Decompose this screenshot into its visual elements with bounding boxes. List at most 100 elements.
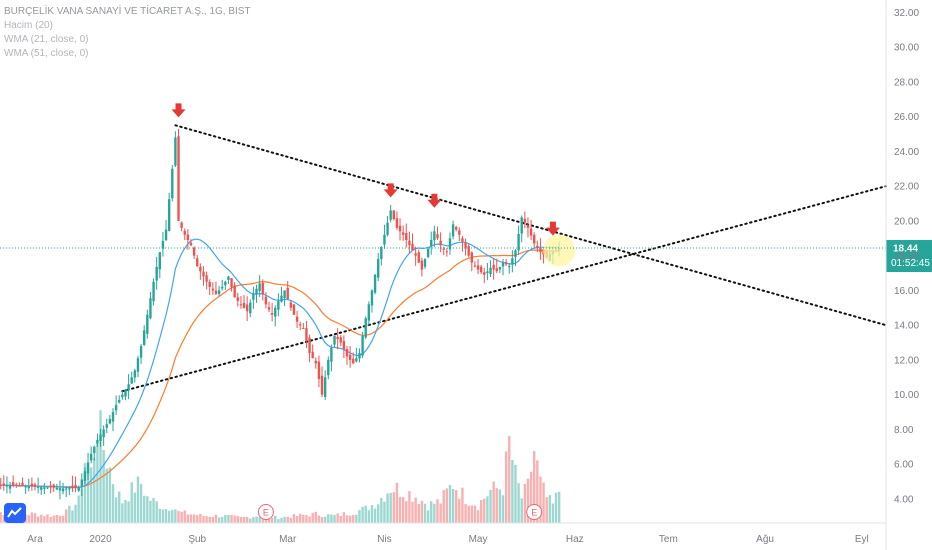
volume-bar xyxy=(139,484,143,523)
candle-body xyxy=(102,429,105,438)
candle-body xyxy=(467,246,470,256)
tradingview-logo-icon[interactable] xyxy=(4,503,26,523)
trendlines[interactable] xyxy=(121,124,887,393)
candle-body xyxy=(299,324,302,326)
legend-wma21[interactable]: WMA (21, close, 0) xyxy=(4,34,89,45)
candle-body xyxy=(111,412,115,422)
volume-bar xyxy=(501,495,505,523)
candle-body xyxy=(442,248,445,250)
volume-bar xyxy=(529,471,533,523)
candle-body xyxy=(411,243,414,251)
y-tick-label: 16.00 xyxy=(894,286,919,297)
volume-bar xyxy=(426,510,430,523)
chart-legend: BURÇELİK VANA SANAYİ VE TİCARET A.Ş., 1G… xyxy=(4,5,251,61)
volume-bar xyxy=(189,514,193,523)
volume-bar xyxy=(74,504,77,523)
candle-body xyxy=(245,304,249,312)
volume-bar xyxy=(80,488,83,523)
volume-bar xyxy=(96,443,99,523)
candle-body xyxy=(2,483,5,486)
volume-bar xyxy=(520,498,523,523)
volume-bar xyxy=(68,505,71,523)
candle-body xyxy=(464,242,467,249)
volume-bar xyxy=(177,511,180,523)
candle-body xyxy=(370,290,374,306)
volume-bar xyxy=(270,517,274,523)
y-tick-label: 26.00 xyxy=(894,112,919,123)
wma51-path xyxy=(0,249,560,488)
candle-body xyxy=(186,234,190,241)
wma21-line xyxy=(0,238,560,489)
candle-body xyxy=(529,228,533,236)
volume-bar xyxy=(536,460,539,523)
volume-bar xyxy=(65,509,68,523)
volume-bar xyxy=(317,515,321,523)
candle-body xyxy=(127,384,130,391)
candle-body xyxy=(221,286,224,289)
candle-body xyxy=(414,253,417,256)
volume-bar xyxy=(551,503,555,523)
volume-bar xyxy=(411,501,414,523)
legend-volume[interactable]: Hacim (20) xyxy=(4,20,53,31)
candle-body xyxy=(445,251,449,253)
volume-bar xyxy=(161,509,165,523)
y-tick-label: 12.00 xyxy=(894,355,919,366)
volume-bar xyxy=(233,515,236,523)
candle-body xyxy=(211,288,215,291)
volume-bar xyxy=(40,514,43,523)
candle-body xyxy=(423,259,427,267)
candle-body xyxy=(65,488,68,490)
candle-body xyxy=(167,199,171,231)
candle-body xyxy=(114,405,118,411)
candle-body xyxy=(330,347,333,362)
volume-bar xyxy=(355,514,358,523)
volume-bar xyxy=(245,516,249,523)
candle-body xyxy=(380,246,383,260)
volume-bar xyxy=(295,515,299,523)
candle-body xyxy=(277,300,280,310)
volume-bar xyxy=(152,498,155,523)
volume-bar xyxy=(89,467,93,523)
y-tick-label: 14.00 xyxy=(894,321,919,332)
volume-bar xyxy=(508,436,511,523)
volume-bar xyxy=(511,460,514,523)
volume-bar xyxy=(299,513,302,523)
candle-body xyxy=(43,487,46,489)
x-tick-label: Tem xyxy=(659,534,678,545)
candle-body xyxy=(311,351,314,359)
candle-body xyxy=(336,336,339,340)
volume-bar xyxy=(208,516,211,523)
volume-bar xyxy=(86,464,90,523)
candle-body xyxy=(46,487,49,489)
candle-body xyxy=(227,276,230,280)
volume-bar xyxy=(196,515,199,523)
candle-body xyxy=(511,258,514,265)
volume-bar xyxy=(492,481,495,523)
volume-bar xyxy=(417,504,420,523)
candle-body xyxy=(348,354,352,360)
candle-body xyxy=(523,218,527,223)
y-tick-label: 24.00 xyxy=(894,147,919,158)
candle-body xyxy=(233,285,236,298)
annotations[interactable]: E E 18.44 01:52:45 xyxy=(0,103,932,520)
volume-bar xyxy=(155,501,158,523)
volume-bar xyxy=(83,463,87,523)
volume-bar xyxy=(533,451,536,523)
candle-body xyxy=(455,226,458,230)
earnings-event-icon xyxy=(257,504,274,520)
volume-bar xyxy=(30,512,34,523)
candle-body xyxy=(489,267,492,275)
candle-body xyxy=(61,488,65,492)
volume-bar xyxy=(261,516,264,523)
volume-bar xyxy=(227,514,230,523)
trendline xyxy=(121,185,887,393)
volume-bar xyxy=(158,508,161,523)
legend-title[interactable]: BURÇELİK VANA SANAYİ VE TİCARET A.Ş., 1G… xyxy=(4,6,251,17)
candle-body xyxy=(21,482,24,487)
candle-body xyxy=(352,358,355,364)
y-tick-label: 4.00 xyxy=(894,494,914,505)
candle-body xyxy=(461,238,464,242)
legend-wma51[interactable]: WMA (51, close, 0) xyxy=(4,48,89,59)
